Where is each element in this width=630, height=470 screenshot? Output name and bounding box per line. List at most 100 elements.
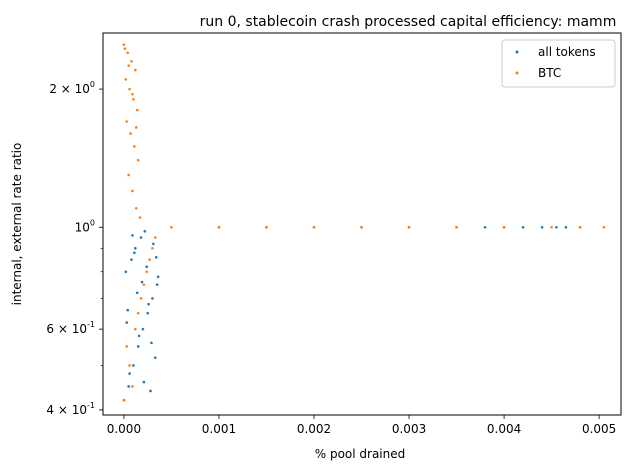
scatter-layer [122, 43, 606, 402]
data-point [139, 236, 143, 239]
data-point [124, 78, 128, 81]
data-point [131, 92, 134, 96]
x-tick-label: 0.001 [202, 422, 236, 436]
data-point [153, 356, 157, 359]
data-point [455, 225, 458, 229]
y-tick-exponent: 0 [90, 80, 95, 89]
data-point [555, 225, 558, 229]
y-tick-label: 2 × 100 [49, 80, 95, 96]
data-point [134, 68, 137, 72]
legend-marker-btc [515, 71, 519, 75]
data-point [127, 173, 130, 177]
data-point [132, 364, 135, 367]
legend-label-all-tokens: all tokens [538, 45, 596, 59]
data-point [123, 47, 127, 50]
data-point [135, 291, 139, 295]
data-point [125, 120, 129, 123]
data-point [127, 64, 130, 67]
data-point [136, 345, 140, 348]
series-btc [122, 43, 606, 402]
plot-area [103, 33, 621, 415]
x-axis-label: % pool drained [315, 447, 406, 461]
data-point [151, 246, 154, 250]
x-tick-label: 0.005 [582, 422, 616, 436]
data-point [521, 225, 525, 229]
data-point [126, 308, 130, 312]
data-point [148, 258, 151, 261]
data-point [128, 372, 131, 375]
y-tick-exponent: -1 [87, 401, 95, 410]
legend: all tokens BTC [501, 39, 616, 88]
data-point [147, 302, 150, 306]
data-point [407, 225, 411, 229]
x-tick-label: 0.003 [392, 422, 426, 436]
data-point [483, 225, 487, 229]
data-point [143, 230, 147, 233]
data-point [127, 385, 130, 388]
y-tick-base: 2 × 10 [49, 82, 90, 96]
data-point [578, 225, 582, 229]
data-point [134, 126, 138, 129]
x-axis: 0.000 0.001 0.002 0.003 0.004 0.005 [107, 415, 616, 436]
data-point [156, 275, 160, 279]
data-point [124, 270, 128, 274]
data-point [131, 234, 134, 237]
y-tick-label: 100 [75, 218, 95, 234]
y-tick-base: 10 [75, 220, 90, 234]
data-point [142, 283, 146, 286]
data-point [139, 297, 143, 300]
data-point [602, 225, 606, 229]
data-point [154, 256, 158, 259]
data-point [136, 158, 140, 162]
x-tick-label: 0.000 [107, 422, 141, 436]
data-point [550, 225, 553, 229]
data-point [135, 108, 139, 112]
data-point [265, 225, 268, 229]
y-tick-label: 6 × 10-1 [46, 320, 95, 336]
data-point [142, 380, 146, 384]
data-point [126, 51, 130, 55]
legend-box [501, 39, 616, 88]
data-point [130, 258, 133, 261]
data-point [131, 189, 134, 193]
data-point [150, 341, 153, 345]
data-point [502, 225, 506, 229]
data-point [540, 225, 544, 229]
y-tick-exponent: -1 [87, 320, 95, 329]
data-point [134, 327, 137, 331]
data-point [128, 364, 131, 367]
data-point [137, 334, 141, 338]
data-point [133, 145, 136, 148]
data-point [140, 280, 144, 284]
data-point [128, 87, 131, 91]
data-point [155, 283, 159, 286]
plot-frame [102, 32, 622, 416]
data-point [133, 251, 136, 255]
chart-title: run 0, stablecoin crash processed capita… [200, 14, 617, 30]
y-tick-label: 4 × 10-1 [46, 401, 95, 417]
data-point [134, 206, 138, 210]
data-point [151, 297, 154, 300]
y-tick-base: 6 × 10 [46, 322, 87, 336]
data-point [125, 321, 129, 324]
data-point [141, 327, 145, 331]
x-tick-label: 0.002 [297, 422, 331, 436]
y-tick-base: 4 × 10 [46, 403, 87, 417]
data-point [217, 225, 221, 229]
x-tick-label: 0.004 [487, 422, 521, 436]
data-point [129, 132, 132, 135]
data-point [360, 225, 363, 229]
data-point [149, 389, 152, 393]
data-point [136, 311, 140, 315]
series-all-tokens [122, 225, 582, 402]
data-point [146, 311, 149, 315]
data-point [134, 246, 137, 250]
data-point [132, 98, 135, 101]
data-point [145, 270, 149, 274]
y-tick-exponent: 0 [90, 218, 95, 227]
data-point [170, 225, 173, 229]
data-point [130, 59, 133, 63]
legend-marker-all-tokens [515, 50, 519, 54]
